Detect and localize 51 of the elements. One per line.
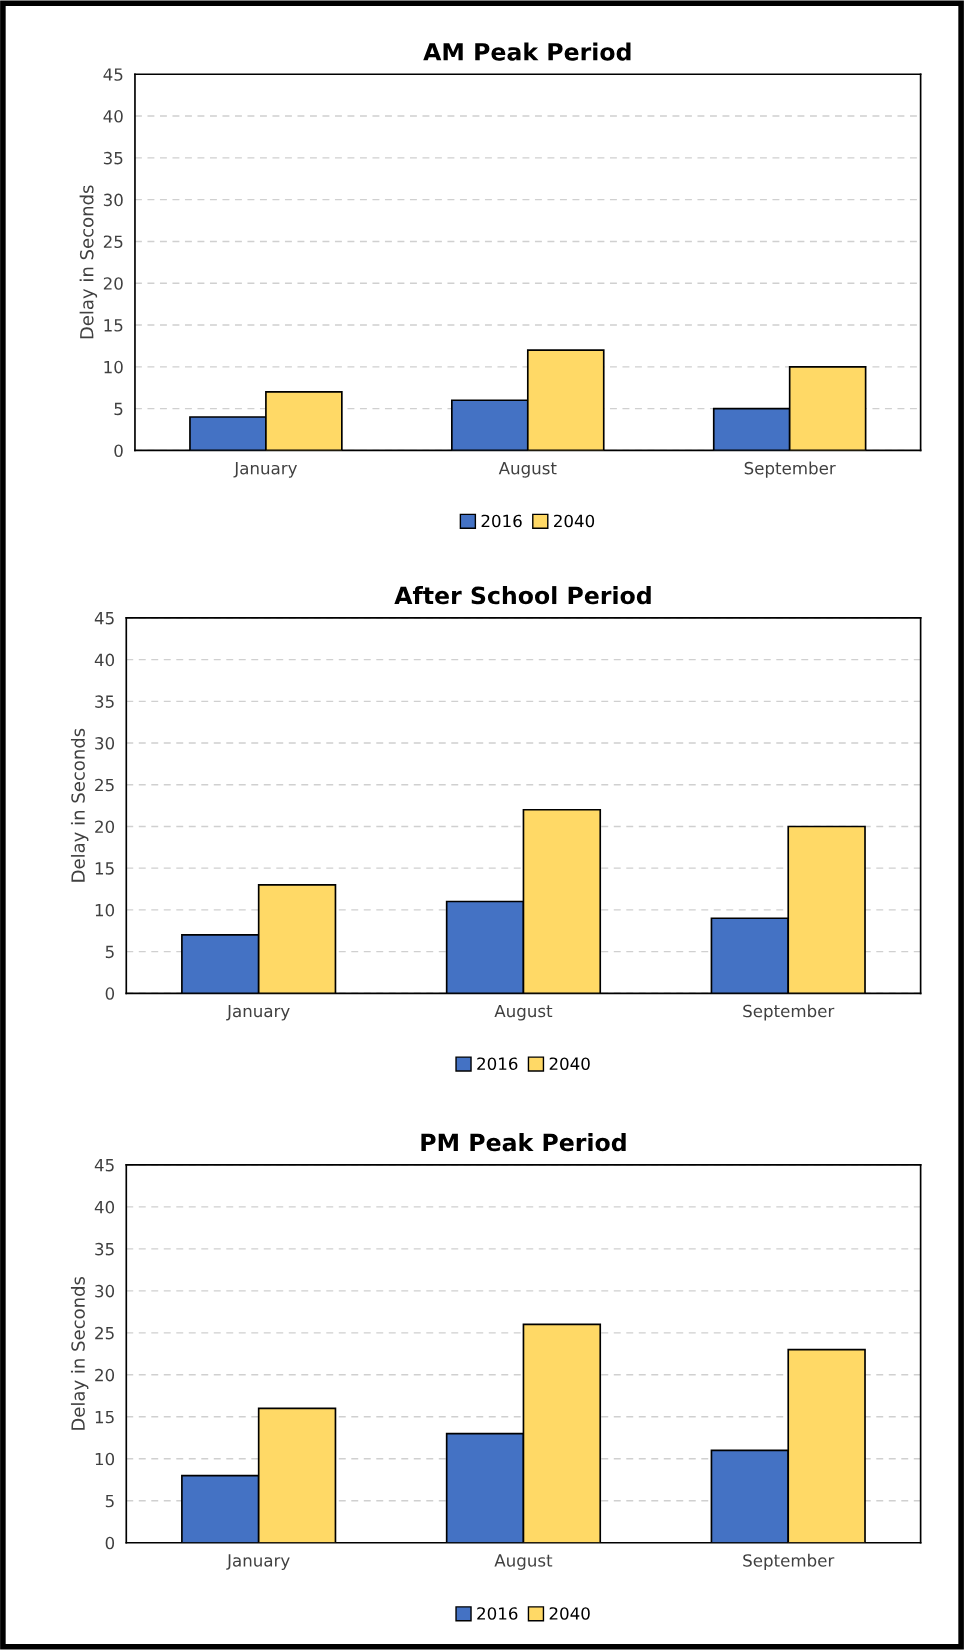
chart-title: After School Period [394,586,651,605]
y-tick-label: 35 [95,1242,114,1256]
y-tick-label: 0 [105,1536,115,1550]
y-tick-label: 30 [103,193,123,207]
x-tick-label: January [226,1004,290,1021]
y-tick-label: 20 [95,1368,115,1382]
x-tick-label: January [233,462,297,478]
y-tick-label: 0 [105,987,115,1000]
legend-label: 2040 [549,1057,590,1070]
y-tick-label: 35 [95,695,114,708]
x-tick-label: August [494,1004,553,1021]
y-axis-title: Delay in Seconds [70,1276,89,1430]
y-tick-label: 40 [94,1200,115,1214]
y-tick-label: 45 [94,1159,114,1172]
legend-label: 2040 [554,514,595,528]
x-tick-label: September [743,1004,835,1021]
legend-label: 2040 [549,1607,590,1620]
y-axis-title: Delay in Seconds [70,728,89,882]
y-tick-label: 5 [114,402,123,416]
chart-title: AM Peak Period [423,42,631,61]
y-tick-label: 25 [103,235,123,249]
y-axis-title: Delay in Seconds [79,185,98,339]
y-tick-label: 25 [95,778,114,792]
legend-label: 2016 [477,1057,518,1070]
x-tick-label: August [498,462,557,478]
x-tick-label: September [743,1553,835,1570]
y-tick-label: 20 [103,277,123,290]
x-tick-label: August [494,1554,553,1570]
y-tick-label: 15 [95,1410,114,1424]
y-tick-label: 10 [95,1452,115,1466]
y-tick-label: 5 [105,1494,114,1508]
y-tick-label: 25 [95,1326,114,1340]
y-tick-label: 30 [95,737,115,750]
x-tick-label: January [226,1554,290,1570]
y-tick-label: 45 [103,68,123,81]
chart-title: PM Peak Period [421,1133,626,1152]
legend-label: 2016 [481,514,522,528]
y-tick-label: 45 [94,612,114,625]
legend-label: 2016 [477,1607,518,1620]
y-tick-label: 10 [104,360,123,374]
x-tick-label: September [744,461,836,478]
y-tick-label: 35 [103,151,123,165]
y-tick-label: 15 [104,319,123,332]
y-tick-label: 40 [94,653,115,667]
y-tick-label: 15 [95,862,114,875]
y-tick-label: 20 [95,820,115,834]
y-tick-label: 5 [105,945,114,959]
y-tick-label: 40 [103,110,123,123]
y-tick-label: 30 [95,1284,115,1298]
y-tick-label: 10 [95,903,115,917]
y-tick-label: 0 [114,444,123,458]
